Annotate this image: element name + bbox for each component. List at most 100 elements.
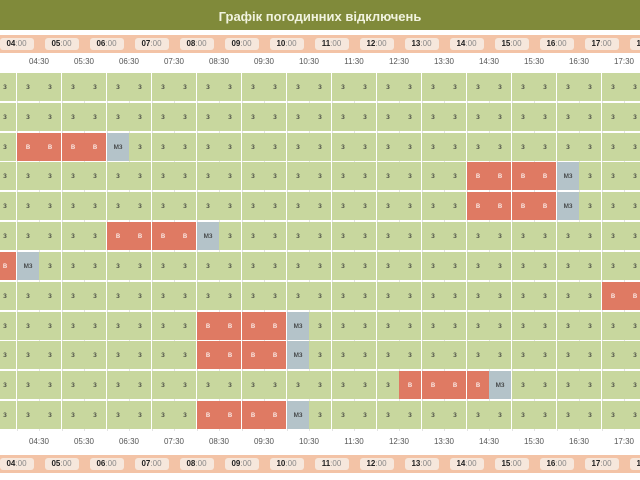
schedule-cell[interactable]: з: [602, 401, 624, 429]
schedule-cell[interactable]: з: [602, 341, 624, 369]
schedule-cell[interactable]: з: [489, 252, 511, 280]
schedule-cell[interactable]: з: [129, 103, 151, 131]
schedule-cell[interactable]: з: [84, 222, 106, 250]
schedule-cell[interactable]: з: [354, 401, 376, 429]
schedule-cell[interactable]: з: [512, 341, 534, 369]
schedule-cell[interactable]: мз: [287, 401, 309, 429]
schedule-cell[interactable]: з: [309, 133, 331, 161]
schedule-cell[interactable]: з: [579, 162, 601, 190]
schedule-cell[interactable]: з: [467, 341, 489, 369]
schedule-cell[interactable]: з: [174, 103, 196, 131]
schedule-cell[interactable]: з: [309, 282, 331, 310]
schedule-cell[interactable]: з: [422, 222, 444, 250]
schedule-cell[interactable]: з: [332, 282, 354, 310]
schedule-cell[interactable]: з: [422, 192, 444, 220]
schedule-cell[interactable]: з: [332, 73, 354, 101]
schedule-cell[interactable]: з: [264, 133, 286, 161]
schedule-cell[interactable]: з: [84, 312, 106, 340]
schedule-cell[interactable]: з: [422, 73, 444, 101]
schedule-cell[interactable]: з: [579, 401, 601, 429]
schedule-cell[interactable]: з: [354, 103, 376, 131]
schedule-cell[interactable]: з: [309, 252, 331, 280]
schedule-cell[interactable]: з: [0, 282, 16, 310]
schedule-cell[interactable]: з: [444, 341, 466, 369]
schedule-cell[interactable]: з: [107, 341, 129, 369]
schedule-cell[interactable]: з: [534, 222, 556, 250]
schedule-cell[interactable]: з: [84, 252, 106, 280]
schedule-cell[interactable]: з: [129, 162, 151, 190]
schedule-cell[interactable]: з: [602, 103, 624, 131]
schedule-cell[interactable]: з: [287, 282, 309, 310]
schedule-cell[interactable]: мз: [489, 371, 511, 399]
schedule-cell[interactable]: в: [219, 401, 241, 429]
schedule-cell[interactable]: з: [489, 401, 511, 429]
schedule-cell[interactable]: з: [557, 252, 579, 280]
schedule-cell[interactable]: з: [422, 252, 444, 280]
schedule-cell[interactable]: з: [39, 312, 61, 340]
schedule-cell[interactable]: з: [174, 282, 196, 310]
schedule-cell[interactable]: з: [309, 192, 331, 220]
schedule-cell[interactable]: з: [219, 103, 241, 131]
schedule-cell[interactable]: з: [107, 401, 129, 429]
schedule-cell[interactable]: в: [264, 341, 286, 369]
schedule-cell[interactable]: з: [129, 312, 151, 340]
schedule-cell[interactable]: з: [62, 252, 84, 280]
schedule-cell[interactable]: з: [354, 252, 376, 280]
schedule-cell[interactable]: з: [107, 192, 129, 220]
schedule-cell[interactable]: з: [84, 401, 106, 429]
schedule-cell[interactable]: з: [174, 341, 196, 369]
schedule-cell[interactable]: з: [62, 371, 84, 399]
schedule-cell[interactable]: з: [602, 73, 624, 101]
schedule-cell[interactable]: з: [84, 341, 106, 369]
schedule-cell[interactable]: з: [152, 252, 174, 280]
schedule-cell[interactable]: з: [557, 341, 579, 369]
schedule-cell[interactable]: з: [467, 103, 489, 131]
schedule-cell[interactable]: в: [129, 222, 151, 250]
schedule-cell[interactable]: з: [39, 282, 61, 310]
schedule-cell[interactable]: з: [422, 162, 444, 190]
schedule-cell[interactable]: з: [557, 73, 579, 101]
schedule-cell[interactable]: з: [129, 401, 151, 429]
schedule-cell[interactable]: з: [62, 282, 84, 310]
schedule-cell[interactable]: з: [377, 312, 399, 340]
schedule-cell[interactable]: з: [579, 192, 601, 220]
schedule-cell[interactable]: з: [489, 73, 511, 101]
schedule-cell[interactable]: з: [152, 133, 174, 161]
schedule-cell[interactable]: з: [62, 103, 84, 131]
schedule-cell[interactable]: з: [107, 73, 129, 101]
schedule-cell[interactable]: з: [309, 341, 331, 369]
schedule-cell[interactable]: мз: [197, 222, 219, 250]
schedule-cell[interactable]: мз: [557, 192, 579, 220]
schedule-cell[interactable]: з: [512, 103, 534, 131]
schedule-cell[interactable]: з: [107, 252, 129, 280]
schedule-cell[interactable]: з: [39, 341, 61, 369]
schedule-cell[interactable]: з: [422, 341, 444, 369]
schedule-cell[interactable]: з: [444, 103, 466, 131]
schedule-cell[interactable]: з: [557, 401, 579, 429]
schedule-cell[interactable]: з: [309, 312, 331, 340]
schedule-cell[interactable]: з: [377, 192, 399, 220]
schedule-cell[interactable]: з: [242, 282, 264, 310]
schedule-cell[interactable]: з: [197, 73, 219, 101]
schedule-cell[interactable]: з: [624, 252, 640, 280]
schedule-cell[interactable]: з: [332, 133, 354, 161]
schedule-cell[interactable]: з: [219, 222, 241, 250]
schedule-cell[interactable]: з: [489, 282, 511, 310]
schedule-cell[interactable]: з: [467, 282, 489, 310]
schedule-cell[interactable]: з: [377, 73, 399, 101]
schedule-cell[interactable]: з: [579, 371, 601, 399]
schedule-cell[interactable]: з: [624, 103, 640, 131]
schedule-cell[interactable]: з: [242, 133, 264, 161]
schedule-cell[interactable]: з: [174, 133, 196, 161]
schedule-cell[interactable]: з: [399, 103, 421, 131]
schedule-cell[interactable]: з: [534, 312, 556, 340]
schedule-cell[interactable]: з: [489, 341, 511, 369]
schedule-cell[interactable]: з: [467, 252, 489, 280]
schedule-cell[interactable]: з: [39, 73, 61, 101]
schedule-cell[interactable]: з: [624, 73, 640, 101]
schedule-cell[interactable]: з: [287, 192, 309, 220]
schedule-cell[interactable]: мз: [287, 341, 309, 369]
schedule-cell[interactable]: з: [444, 252, 466, 280]
schedule-cell[interactable]: з: [422, 401, 444, 429]
schedule-cell[interactable]: з: [0, 401, 16, 429]
